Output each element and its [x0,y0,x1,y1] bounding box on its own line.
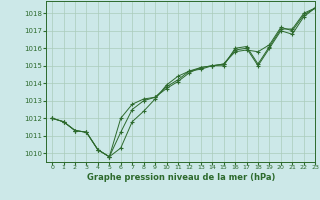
X-axis label: Graphe pression niveau de la mer (hPa): Graphe pression niveau de la mer (hPa) [87,173,275,182]
